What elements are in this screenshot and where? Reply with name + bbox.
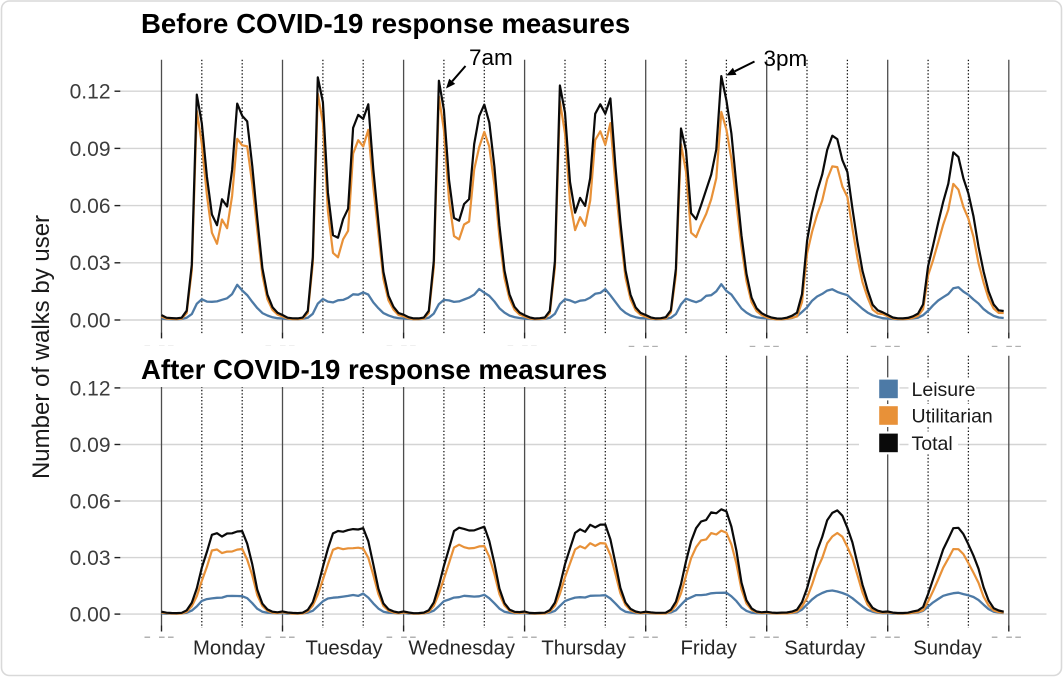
svg-text:0.03: 0.03 bbox=[70, 547, 111, 570]
svg-text:Thursday: Thursday bbox=[541, 638, 626, 660]
svg-text:Friday: Friday bbox=[681, 638, 738, 660]
svg-text:Tuesday: Tuesday bbox=[305, 638, 383, 660]
svg-text:Monday: Monday bbox=[193, 638, 266, 660]
svg-text:Wednesday: Wednesday bbox=[408, 638, 516, 660]
svg-text:0.00: 0.00 bbox=[70, 604, 111, 627]
svg-text:0.09: 0.09 bbox=[70, 434, 111, 457]
svg-text:After COVID-19 response measur: After COVID-19 response measures bbox=[141, 354, 607, 385]
svg-text:0.03: 0.03 bbox=[70, 252, 111, 275]
svg-text:3pm: 3pm bbox=[764, 46, 808, 71]
svg-text:Saturday: Saturday bbox=[784, 638, 866, 660]
svg-text:Number of walks by user: Number of walks by user bbox=[28, 215, 55, 479]
svg-text:0.00: 0.00 bbox=[70, 309, 111, 332]
svg-text:0.12: 0.12 bbox=[70, 377, 111, 400]
svg-text:Sunday: Sunday bbox=[913, 638, 983, 660]
svg-text:0.09: 0.09 bbox=[70, 138, 111, 161]
svg-text:0.06: 0.06 bbox=[70, 490, 111, 513]
svg-text:Before COVID-19 response measu: Before COVID-19 response measures bbox=[141, 8, 630, 39]
svg-text:Utilitarian: Utilitarian bbox=[912, 406, 993, 428]
svg-text:Total: Total bbox=[912, 433, 953, 455]
svg-text:7am: 7am bbox=[469, 45, 513, 70]
svg-text:0.06: 0.06 bbox=[70, 195, 111, 218]
svg-text:Leisure: Leisure bbox=[912, 379, 976, 401]
svg-text:0.12: 0.12 bbox=[70, 81, 111, 104]
